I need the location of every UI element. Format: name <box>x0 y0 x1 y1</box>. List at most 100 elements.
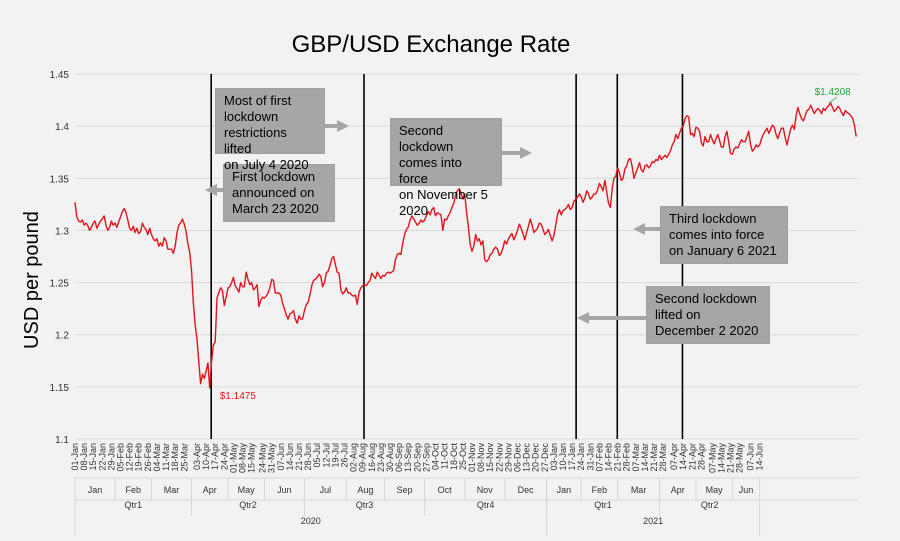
x-tick-label: 03-Jan <box>549 443 559 471</box>
quarter-label: Qtr4 <box>477 500 495 510</box>
x-tick-label: 26-Feb <box>143 443 153 472</box>
third-lockdown-note-arrow-head <box>633 223 645 235</box>
quarter-label: Qtr2 <box>239 500 257 510</box>
x-tick-label: 15-Jan <box>88 443 98 471</box>
x-tick-label: 21-Feb <box>613 443 623 472</box>
x-tick-label: 09-Aug <box>358 443 368 472</box>
x-tick-label: 28-May <box>735 443 745 474</box>
x-tick-label: 21-Mar <box>649 443 659 472</box>
x-tick-label: 03-Apr <box>192 443 202 470</box>
x-tick-label: 07-May <box>707 443 717 474</box>
x-tick-label: 21-Jun <box>294 443 304 471</box>
chart-title: GBP/USD Exchange Rate <box>292 31 571 58</box>
x-tick-label: 20-Dec <box>531 443 541 473</box>
month-label: Dec <box>518 485 535 495</box>
x-tick-label: 10-Jan <box>558 443 568 471</box>
x-tick-label: 25-Oct <box>458 443 468 471</box>
x-tick-label: 29-Jan <box>106 443 116 471</box>
x-tick-label: 17-Jan <box>567 443 577 471</box>
x-tick-label: 12-Jul <box>321 443 331 468</box>
month-label: Oct <box>438 485 453 495</box>
first-lockdown-lifted-note: Most of first lockdown restrictions lift… <box>215 88 325 172</box>
x-tick-label: 18-Mar <box>170 443 180 472</box>
x-tick-label: 06-Sep <box>394 443 404 472</box>
x-tick-label: 23-Aug <box>376 443 386 472</box>
x-tick-label: 15-May <box>247 443 257 474</box>
month-label: Jan <box>557 485 572 495</box>
x-tick-label: 01-Nov <box>467 443 477 473</box>
month-label: Aug <box>357 485 373 495</box>
x-tick-label: 24-Apr <box>219 443 229 470</box>
x-tick-label: 10-Apr <box>201 443 211 470</box>
x-tick-label: 05-Feb <box>116 443 126 472</box>
x-tick-label: 31-May <box>267 443 277 474</box>
x-tick-label: 01-May <box>228 443 238 474</box>
y-tick-label: 1.35 <box>50 174 70 185</box>
month-label: Jun <box>739 485 754 495</box>
series-line <box>74 102 857 389</box>
x-tick-label: 13-Dec <box>522 443 532 473</box>
year-label: 2020 <box>301 516 321 526</box>
x-tick-label: 30-Aug <box>385 443 395 472</box>
x-tick-label: 22-Jan <box>97 443 107 471</box>
y-tick-label: 1.1 <box>55 435 69 446</box>
x-tick-label: 14-May <box>716 443 726 474</box>
month-label: Nov <box>477 485 494 495</box>
month-label: Sep <box>397 485 413 495</box>
month-label: May <box>238 485 256 495</box>
x-tick-label: 22-Nov <box>494 443 504 473</box>
x-tick-label: 13-Sep <box>403 443 413 472</box>
month-label: Feb <box>592 485 608 495</box>
x-tick-label: 25-Mar <box>179 443 189 472</box>
x-tick-label: 26-Jul <box>339 443 349 468</box>
x-tick-label: 16-Aug <box>367 443 377 472</box>
max-label: $1.4208 <box>815 87 852 98</box>
x-tick-label: 07-Jun <box>276 443 286 471</box>
month-label: Jun <box>277 485 292 495</box>
min-label: $1.1475 <box>220 391 257 402</box>
quarter-label: Qtr1 <box>594 500 612 510</box>
y-tick-label: 1.2 <box>55 331 69 342</box>
x-tick-label: 29-Nov <box>503 443 513 473</box>
quarter-label: Qtr3 <box>356 500 374 510</box>
max-leader-line <box>828 96 837 104</box>
x-tick-label: 07-Jun <box>746 443 756 471</box>
x-tick-label: 07-Apr <box>669 443 679 470</box>
x-tick-label: 06-Dec <box>512 443 522 473</box>
first-lockdown-note: First lockdown announced on March 23 202… <box>223 164 335 222</box>
month-label: Apr <box>203 485 217 495</box>
x-tick-label: 19-Jul <box>330 443 340 468</box>
x-tick-label: 11-Mar <box>161 443 171 471</box>
y-axis-label: USD per pound <box>21 211 43 349</box>
x-tick-label: 15-Nov <box>485 443 495 473</box>
x-tick-label: 02-Aug <box>349 443 359 472</box>
x-tick-label: 28-Feb <box>622 443 632 472</box>
x-tick-label: 24-May <box>258 443 268 474</box>
x-tick-label: 27-Dec <box>540 443 550 473</box>
x-axis: 01-Jan 08-Jan 15-Jan 22-Jan 29-Jan 05-Feb 12-F… <box>70 443 858 536</box>
x-tick-label: 04-Mar <box>152 443 162 472</box>
second-lockdown-note: Second lockdown comes into force on Nove… <box>390 118 502 218</box>
x-tick-label: 14-Jun <box>285 443 295 471</box>
first-lockdown-lifted-note-arrow-head <box>337 120 349 132</box>
second-lockdown-lifted-note: Second lockdown lifted on December 2 202… <box>646 286 770 344</box>
x-tick-label: 14-Feb <box>604 443 614 472</box>
x-tick-label: 14-Mar <box>640 443 650 472</box>
month-label: Jan <box>88 485 103 495</box>
x-tick-label: 24-Jan <box>576 443 586 471</box>
x-tick-label: 11-Oct <box>440 443 450 470</box>
series-layer <box>74 102 857 389</box>
third-lockdown-note: Third lockdown comes into force on Janua… <box>660 206 788 264</box>
x-tick-label: 14-Jun <box>755 443 765 471</box>
second-lockdown-note-arrow-head <box>520 147 532 159</box>
year-label: 2021 <box>643 516 663 526</box>
x-tick-label: 28-Mar <box>658 443 668 472</box>
y-tick-label: 1.45 <box>50 70 70 81</box>
y-tick-labels: 1.1 1.15 1.2 1.25 1.3 1.35 1.4 1.45 <box>50 70 70 446</box>
x-tick-label: 08-Nov <box>476 443 486 473</box>
y-tick-label: 1.15 <box>50 383 70 394</box>
x-tick-label: 05-Jul <box>312 443 322 468</box>
x-tick-label: 17-Apr <box>210 443 220 470</box>
x-tick-label: 21-May <box>726 443 736 474</box>
